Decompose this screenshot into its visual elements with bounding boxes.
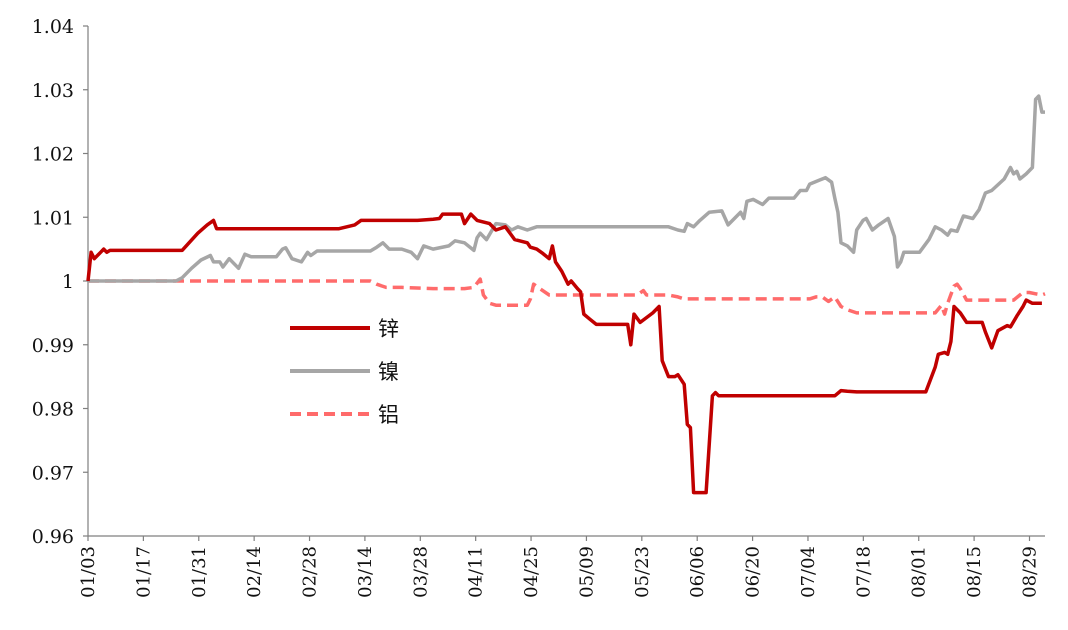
- y-tick-label: 0.99: [32, 335, 74, 357]
- x-tick-label: 08/01: [909, 546, 930, 598]
- x-tick-label: 06/20: [743, 546, 764, 598]
- x-tick-label: 07/18: [853, 546, 874, 598]
- legend-label: 镍: [378, 360, 399, 384]
- y-tick-label: 1: [62, 271, 74, 293]
- y-axis: 0.96 0.97 0.98 0.99 1 1.01 1.02 1.03 1.04: [32, 16, 89, 548]
- series-lines: [86, 94, 1046, 495]
- x-tick-label: 03/28: [410, 546, 431, 598]
- legend: 锌镍铝: [290, 317, 399, 427]
- x-tick-label: 06/06: [687, 546, 708, 598]
- x-axis: 01/03 01/17 01/31 02/14 02/28 03/14 03/28 04/11…: [78, 535, 1045, 598]
- y-tick-label: 1.01: [32, 207, 74, 229]
- x-tick-label: 05/23: [632, 546, 653, 598]
- y-tick-label: 1.04: [32, 16, 74, 38]
- x-tick-label: 04/11: [466, 546, 487, 598]
- series-line-1: [86, 212, 1042, 495]
- x-tick-label: 01/17: [133, 546, 154, 598]
- series-line-3: [88, 277, 1046, 316]
- y-tick-label: 1.02: [32, 144, 74, 166]
- x-tick-label: 07/04: [798, 546, 819, 598]
- x-tick-label: 04/25: [521, 546, 542, 598]
- y-tick-label: 0.98: [32, 399, 74, 421]
- x-tick-label: 05/09: [576, 546, 597, 598]
- y-tick-label: 0.96: [32, 526, 74, 548]
- legend-label: 锌: [378, 317, 399, 341]
- x-tick-label: 02/28: [300, 546, 321, 598]
- x-tick-label: 02/14: [244, 546, 265, 598]
- x-tick-label: 08/29: [1019, 546, 1040, 598]
- x-tick-label: 01/31: [189, 546, 210, 598]
- y-tick-label: 0.97: [32, 462, 74, 484]
- x-tick-label: 08/15: [964, 546, 985, 598]
- legend-label: 铝: [378, 403, 399, 427]
- y-tick-label: 1.03: [32, 80, 74, 102]
- series-line-2: [88, 94, 1045, 283]
- x-tick-label: 03/14: [355, 546, 376, 598]
- x-tick-label: 01/03: [78, 546, 99, 598]
